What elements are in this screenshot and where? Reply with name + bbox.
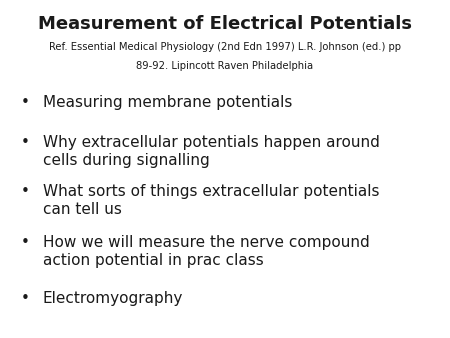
Text: Electromyography: Electromyography	[43, 291, 183, 306]
Text: •: •	[20, 235, 29, 250]
Text: •: •	[20, 184, 29, 199]
Text: •: •	[20, 135, 29, 150]
Text: •: •	[20, 95, 29, 110]
Text: 89-92. Lipincott Raven Philadelphia: 89-92. Lipincott Raven Philadelphia	[136, 61, 314, 71]
Text: What sorts of things extracellular potentials
can tell us: What sorts of things extracellular poten…	[43, 184, 379, 217]
Text: •: •	[20, 291, 29, 306]
Text: Ref. Essential Medical Physiology (2nd Edn 1997) L.R. Johnson (ed.) pp: Ref. Essential Medical Physiology (2nd E…	[49, 42, 401, 52]
Text: Measuring membrane potentials: Measuring membrane potentials	[43, 95, 292, 110]
Text: Why extracellular potentials happen around
cells during signalling: Why extracellular potentials happen arou…	[43, 135, 380, 168]
Text: How we will measure the nerve compound
action potential in prac class: How we will measure the nerve compound a…	[43, 235, 369, 268]
Text: Measurement of Electrical Potentials: Measurement of Electrical Potentials	[38, 15, 412, 33]
